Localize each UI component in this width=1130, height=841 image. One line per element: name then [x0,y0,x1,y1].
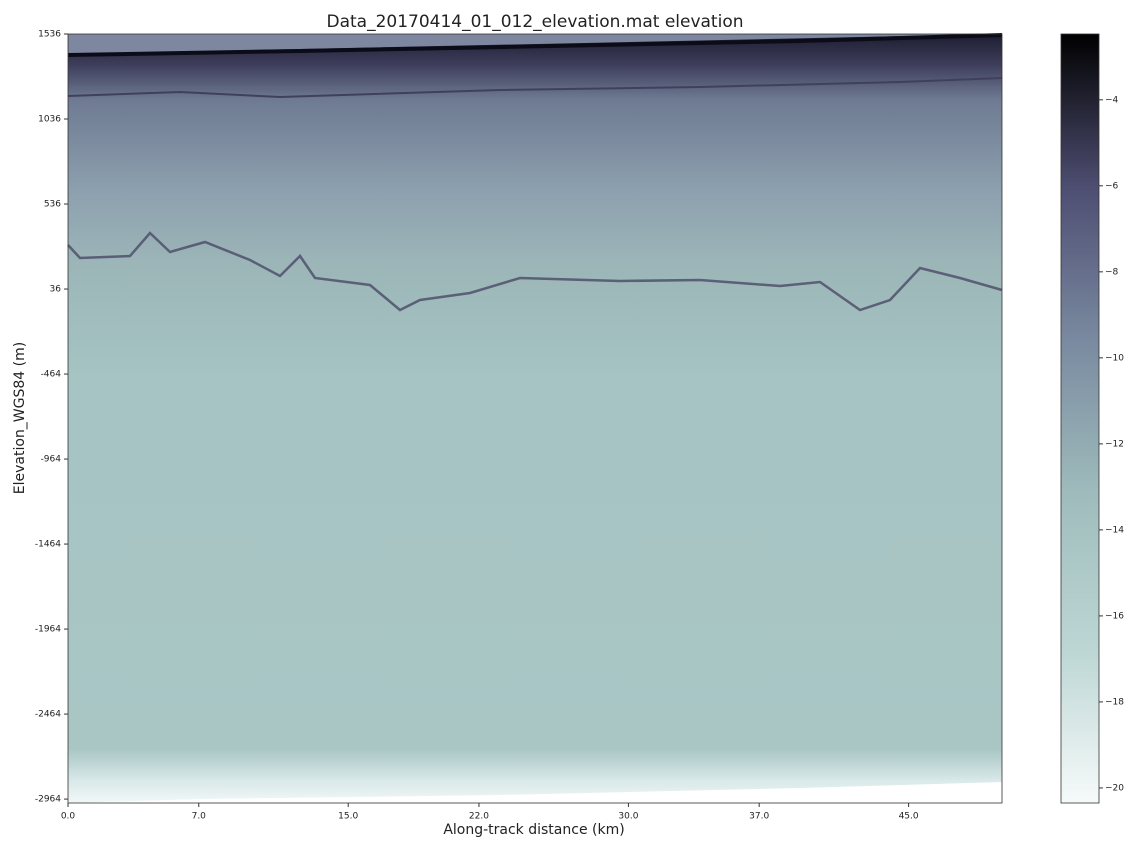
colorbar-tick-label: −18 [1105,697,1124,707]
y-tick-label: 36 [50,285,62,295]
y-tick-label: 1036 [38,115,61,125]
colorbar-tick-label: −8 [1105,267,1119,277]
colorbar-tick-label: −20 [1105,783,1124,793]
colorbar [1060,33,1100,804]
x-tick-label: 0.0 [61,812,76,822]
y-tick-label: -964 [41,455,62,465]
colorbar-tick-label: −16 [1105,611,1124,621]
echogram [67,33,1003,803]
colorbar-tick-label: −14 [1105,525,1124,535]
x-tick-label: 7.0 [192,812,207,822]
colorbar-tick-label: −10 [1105,353,1124,363]
colorbar-tick-label: −12 [1105,439,1124,449]
x-tick-label: 45.0 [899,812,919,822]
y-tick-label: -2464 [35,710,61,720]
x-axis-label: Along-track distance (km) [443,822,624,838]
y-tick-label: 536 [44,200,61,210]
colorbar-tick-label: −6 [1105,181,1119,191]
y-tick-label: 1536 [38,30,61,40]
y-tick-label: -464 [41,370,62,380]
y-tick-label: -1964 [35,625,61,635]
x-tick-label: 37.0 [749,812,769,822]
colorbar-tick-label: −4 [1105,95,1119,105]
chart-title: Data_20170414_01_012_elevation.mat eleva… [326,12,743,32]
x-tick-label: 22.0 [469,812,489,822]
y-tick-label: -1464 [35,540,61,550]
y-axis-label: Elevation_WGS84 (m) [12,342,28,494]
x-tick-label: 30.0 [618,812,638,822]
x-tick-label: 15.0 [338,812,358,822]
y-tick-label: -2964 [35,795,61,805]
